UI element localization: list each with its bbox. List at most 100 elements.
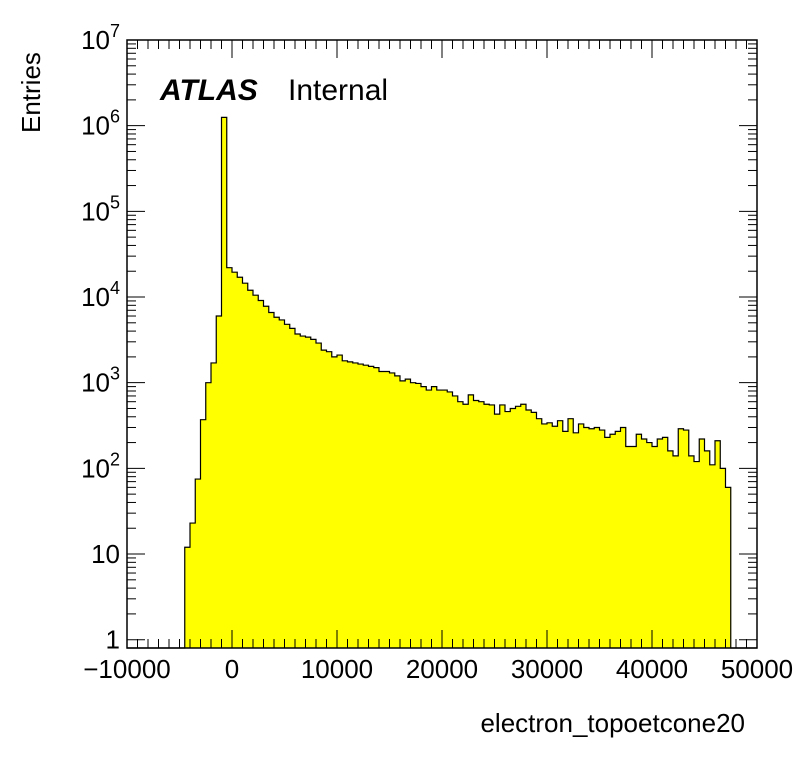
y-tick-label: 107: [81, 21, 120, 55]
atlas-label: ATLAS: [159, 74, 258, 107]
y-tick-label: 104: [81, 278, 120, 312]
histogram-bin: [505, 411, 511, 648]
histogram-bin: [337, 355, 343, 648]
histogram-bin: [573, 432, 579, 648]
y-tick-labels: 1 10 102 103 104 105 106 107: [81, 21, 120, 655]
histogram-bin: [615, 431, 621, 648]
histogram-bin: [352, 362, 359, 648]
histogram-bin: [631, 446, 637, 648]
x-tick-label: 20000: [406, 654, 478, 684]
histogram-bin: [720, 468, 726, 648]
histogram-bin: [557, 420, 564, 648]
histogram-bin: [636, 434, 642, 648]
histogram-bin: [715, 440, 721, 648]
histogram-bin: [578, 423, 585, 648]
histogram-bin: [195, 479, 201, 648]
histogram-bin: [305, 337, 312, 648]
histogram-bins: [184, 117, 732, 649]
histogram-bin: [568, 418, 574, 648]
histogram-bin: [510, 408, 516, 648]
histogram-bin: [704, 450, 711, 648]
histogram-bin: [652, 446, 658, 648]
histogram-bin: [289, 328, 296, 648]
histogram-bin: [247, 290, 254, 648]
histogram-bin: [263, 306, 270, 648]
histogram-bin: [184, 547, 191, 648]
histogram-bin: [452, 395, 459, 648]
histogram-bin: [468, 394, 474, 648]
histogram-bin: [237, 277, 243, 648]
histogram-bin: [694, 461, 700, 648]
histogram-bin: [368, 366, 375, 648]
histogram-bin: [583, 427, 590, 648]
histogram-bin: [405, 379, 411, 648]
histogram-bin: [547, 422, 553, 648]
histogram-bin: [541, 423, 548, 648]
histogram-bin: [394, 375, 401, 648]
histogram-bin: [589, 428, 595, 648]
histogram-bin: [536, 418, 543, 648]
histogram-bin: [258, 300, 264, 648]
histogram-bin: [232, 272, 238, 648]
y-tick-label: 1: [106, 625, 120, 655]
histogram-bin: [604, 437, 611, 648]
histogram-bin: [211, 362, 217, 648]
histogram-bin: [447, 391, 453, 648]
histogram-bin: [389, 372, 396, 648]
histogram-bin: [562, 431, 569, 648]
histogram-bin: [657, 439, 663, 648]
histogram-bin: [331, 356, 338, 648]
histogram-bin: [489, 404, 495, 648]
histogram-bin: [200, 419, 207, 648]
histogram-bin: [725, 487, 732, 648]
x-tick-label: 10000: [301, 654, 373, 684]
histogram-bin: [384, 371, 390, 648]
histogram-bin: [253, 295, 259, 648]
histogram-bin: [688, 455, 695, 648]
histogram-bin: [321, 350, 327, 648]
histogram-bin: [463, 404, 469, 648]
histogram-outline: [127, 116, 757, 649]
histogram-bin: [347, 361, 354, 648]
histogram-bin: [295, 334, 301, 648]
histogram-bin: [284, 324, 291, 648]
y-tick-label: 103: [81, 364, 120, 398]
histogram-bin: [646, 442, 653, 648]
histogram-bin: [610, 434, 616, 648]
axis-ticks: [126, 39, 758, 648]
histogram-bin: [526, 409, 532, 648]
histogram-bin: [410, 382, 417, 648]
histogram-bin: [268, 312, 275, 648]
histogram-bin: [484, 404, 490, 648]
y-tick-label: 10: [91, 539, 120, 569]
histogram-bin: [709, 464, 716, 648]
histogram-bin: [242, 283, 249, 648]
histogram-bin: [699, 439, 705, 648]
histogram-bin: [625, 446, 632, 648]
histogram-bin: [379, 371, 385, 648]
histogram-bin: [205, 382, 212, 648]
histogram-bin: [662, 437, 669, 648]
histogram-bin: [478, 401, 485, 648]
y-tick-label: 106: [81, 107, 120, 141]
histogram-bin: [436, 390, 443, 648]
histogram-bin: [310, 339, 317, 648]
y-tick-label: 102: [81, 449, 120, 483]
histogram-bin: [599, 430, 606, 648]
histogram-bin: [442, 390, 448, 648]
histogram-bin: [216, 316, 222, 648]
histogram-bin: [683, 430, 690, 648]
histogram-bin: [678, 428, 684, 648]
histogram-bin: [226, 267, 233, 648]
x-tick-label: 30000: [511, 654, 583, 684]
histogram-bin: [316, 343, 322, 648]
histogram-bin: [494, 414, 501, 648]
histogram-bin: [274, 317, 280, 648]
histogram-bin: [279, 319, 285, 648]
histogram-bin: [342, 360, 348, 648]
histogram-bin: [531, 412, 537, 648]
histogram-bin: [673, 455, 679, 648]
histogram-bin: [415, 383, 422, 648]
histogram-bin: [426, 390, 432, 648]
